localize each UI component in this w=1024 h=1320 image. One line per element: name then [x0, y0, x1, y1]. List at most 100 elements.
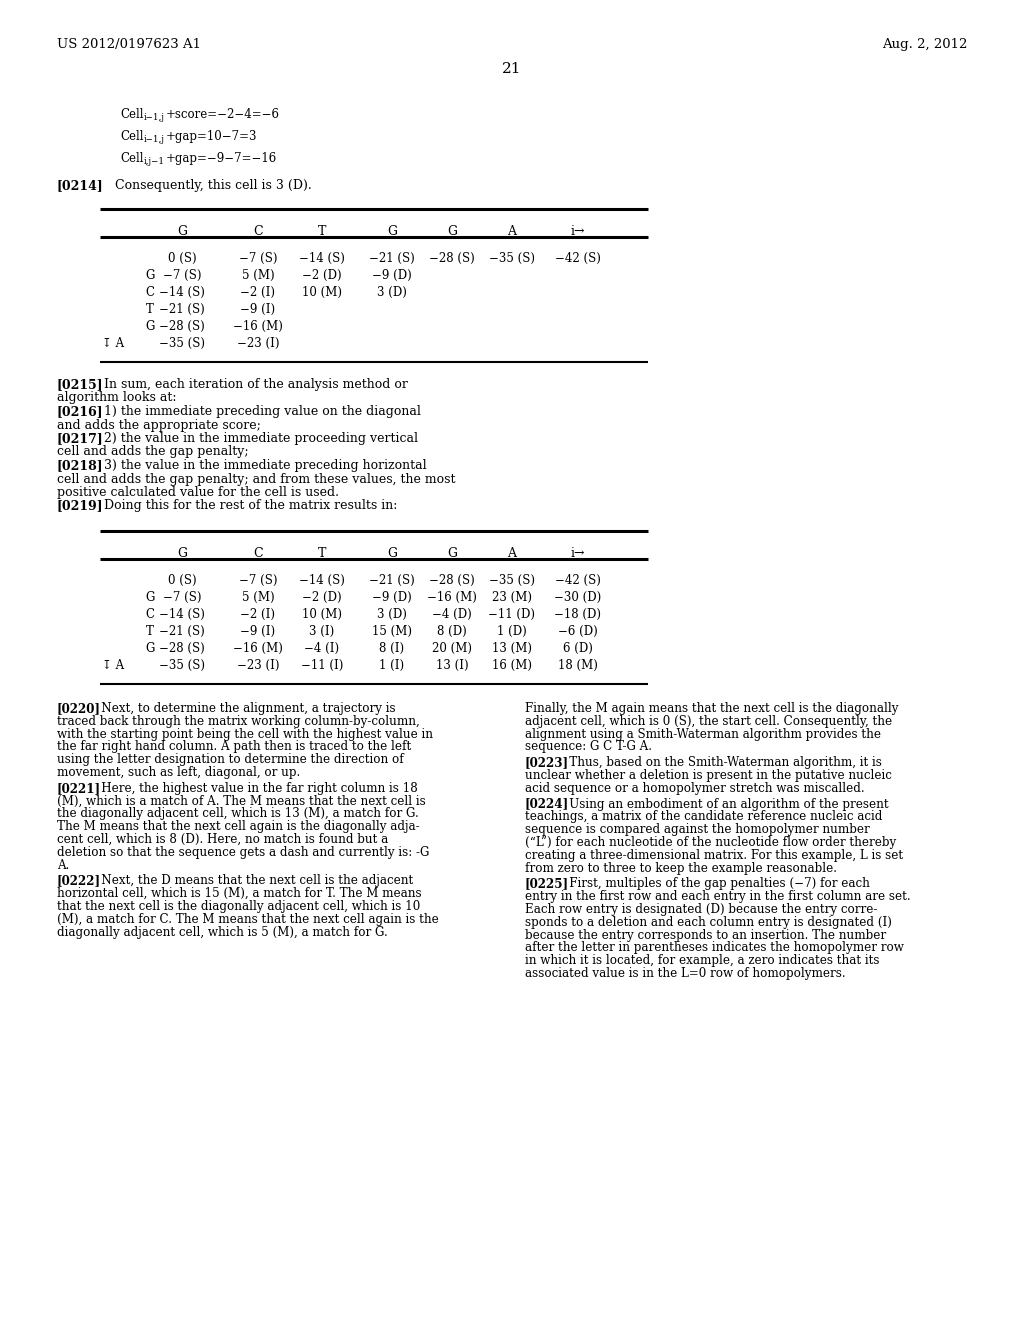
- Text: −14 (S): −14 (S): [159, 609, 205, 620]
- Text: 0 (S): 0 (S): [168, 252, 197, 265]
- Text: Next, to determine the alignment, a trajectory is: Next, to determine the alignment, a traj…: [90, 702, 395, 715]
- Text: −30 (D): −30 (D): [554, 591, 602, 605]
- Text: 21: 21: [502, 62, 522, 77]
- Text: −14 (S): −14 (S): [299, 574, 345, 587]
- Text: 10 (M): 10 (M): [302, 609, 342, 620]
- Text: −6 (D): −6 (D): [558, 624, 598, 638]
- Text: [0222]: [0222]: [57, 874, 101, 887]
- Text: T: T: [317, 224, 327, 238]
- Text: in which it is located, for example, a zero indicates that its: in which it is located, for example, a z…: [525, 954, 880, 968]
- Text: [0218]: [0218]: [57, 459, 103, 473]
- Text: Aug. 2, 2012: Aug. 2, 2012: [882, 38, 967, 51]
- Text: [0225]: [0225]: [525, 878, 569, 891]
- Text: −7 (S): −7 (S): [239, 574, 278, 587]
- Text: G: G: [145, 319, 155, 333]
- Text: algorithm looks at:: algorithm looks at:: [57, 392, 176, 404]
- Text: G: G: [145, 591, 155, 605]
- Text: 1 (D): 1 (D): [497, 624, 527, 638]
- Text: [0217]: [0217]: [57, 432, 103, 445]
- Text: 13 (M): 13 (M): [492, 642, 532, 655]
- Text: 3 (D): 3 (D): [377, 609, 407, 620]
- Text: C: C: [253, 224, 263, 238]
- Text: −35 (S): −35 (S): [489, 574, 535, 587]
- Text: traced back through the matrix working column-by-column,: traced back through the matrix working c…: [57, 715, 420, 727]
- Text: 6 (D): 6 (D): [563, 642, 593, 655]
- Text: −21 (S): −21 (S): [159, 624, 205, 638]
- Text: 8 (D): 8 (D): [437, 624, 467, 638]
- Text: Next, the D means that the next cell is the adjacent: Next, the D means that the next cell is …: [90, 874, 414, 887]
- Text: T: T: [146, 624, 154, 638]
- Text: −2 (I): −2 (I): [241, 286, 275, 300]
- Text: and adds the appropriate score;: and adds the appropriate score;: [57, 418, 261, 432]
- Text: using the letter designation to determine the direction of: using the letter designation to determin…: [57, 754, 403, 766]
- Text: −16 (M): −16 (M): [233, 319, 283, 333]
- Text: A: A: [508, 224, 516, 238]
- Text: 23 (M): 23 (M): [492, 591, 532, 605]
- Text: Cell: Cell: [120, 129, 143, 143]
- Text: US 2012/0197623 A1: US 2012/0197623 A1: [57, 38, 201, 51]
- Text: acid sequence or a homopolymer stretch was miscalled.: acid sequence or a homopolymer stretch w…: [525, 781, 864, 795]
- Text: +score=−2−4=−6: +score=−2−4=−6: [166, 108, 280, 121]
- Text: G: G: [387, 546, 397, 560]
- Text: −2 (D): −2 (D): [302, 591, 342, 605]
- Text: [0223]: [0223]: [525, 756, 569, 770]
- Text: with the starting point being the cell with the highest value in: with the starting point being the cell w…: [57, 727, 433, 741]
- Text: [0220]: [0220]: [57, 702, 101, 715]
- Text: G: G: [177, 224, 187, 238]
- Text: −35 (S): −35 (S): [159, 337, 205, 350]
- Text: −16 (M): −16 (M): [427, 591, 477, 605]
- Text: −16 (M): −16 (M): [233, 642, 283, 655]
- Text: 2) the value in the immediate proceeding vertical: 2) the value in the immediate proceeding…: [92, 432, 418, 445]
- Text: cell and adds the gap penalty; and from these values, the most: cell and adds the gap penalty; and from …: [57, 473, 456, 486]
- Text: −28 (S): −28 (S): [159, 319, 205, 333]
- Text: −42 (S): −42 (S): [555, 574, 601, 587]
- Text: −2 (I): −2 (I): [241, 609, 275, 620]
- Text: [0221]: [0221]: [57, 781, 101, 795]
- Text: C: C: [145, 609, 155, 620]
- Text: i→: i→: [570, 224, 586, 238]
- Text: −18 (D): −18 (D): [555, 609, 601, 620]
- Text: A: A: [508, 546, 516, 560]
- Text: −4 (D): −4 (D): [432, 609, 472, 620]
- Text: −42 (S): −42 (S): [555, 252, 601, 265]
- Text: associated value is in the L=0 row of homopolymers.: associated value is in the L=0 row of ho…: [525, 968, 846, 979]
- Text: horizontal cell, which is 15 (M), a match for T. The M means: horizontal cell, which is 15 (M), a matc…: [57, 887, 422, 900]
- Text: cent cell, which is 8 (D). Here, no match is found but a: cent cell, which is 8 (D). Here, no matc…: [57, 833, 388, 846]
- Text: adjacent cell, which is 0 (S), the start cell. Consequently, the: adjacent cell, which is 0 (S), the start…: [525, 715, 892, 727]
- Text: that the next cell is the diagonally adjacent cell, which is 10: that the next cell is the diagonally adj…: [57, 900, 420, 913]
- Text: −9 (D): −9 (D): [372, 591, 412, 605]
- Text: G: G: [447, 224, 457, 238]
- Text: 18 (M): 18 (M): [558, 659, 598, 672]
- Text: −21 (S): −21 (S): [369, 252, 415, 265]
- Text: −28 (S): −28 (S): [159, 642, 205, 655]
- Text: −2 (D): −2 (D): [302, 269, 342, 282]
- Text: −23 (I): −23 (I): [237, 659, 280, 672]
- Text: −9 (I): −9 (I): [241, 304, 275, 315]
- Text: 5 (M): 5 (M): [242, 269, 274, 282]
- Text: movement, such as left, diagonal, or up.: movement, such as left, diagonal, or up.: [57, 766, 300, 779]
- Text: −7 (S): −7 (S): [163, 591, 202, 605]
- Text: Finally, the M again means that the next cell is the diagonally: Finally, the M again means that the next…: [525, 702, 898, 715]
- Text: 10 (M): 10 (M): [302, 286, 342, 300]
- Text: [0215]: [0215]: [57, 378, 103, 391]
- Text: 3) the value in the immediate preceding horizontal: 3) the value in the immediate preceding …: [92, 459, 426, 473]
- Text: G: G: [177, 546, 187, 560]
- Text: −21 (S): −21 (S): [369, 574, 415, 587]
- Text: i−1,j: i−1,j: [144, 114, 165, 121]
- Text: Cell: Cell: [120, 108, 143, 121]
- Text: Cell: Cell: [120, 152, 143, 165]
- Text: −14 (S): −14 (S): [299, 252, 345, 265]
- Text: 1 (I): 1 (I): [380, 659, 404, 672]
- Text: G: G: [387, 224, 397, 238]
- Text: i,j−1: i,j−1: [144, 157, 165, 166]
- Text: from zero to three to keep the example reasonable.: from zero to three to keep the example r…: [525, 862, 837, 875]
- Text: entry in the first row and each entry in the first column are set.: entry in the first row and each entry in…: [525, 890, 910, 903]
- Text: [0214]: [0214]: [57, 180, 103, 191]
- Text: −9 (I): −9 (I): [241, 624, 275, 638]
- Text: G: G: [447, 546, 457, 560]
- Text: −11 (I): −11 (I): [301, 659, 343, 672]
- Text: −21 (S): −21 (S): [159, 304, 205, 315]
- Text: Doing this for the rest of the matrix results in:: Doing this for the rest of the matrix re…: [92, 499, 397, 512]
- Text: 3 (D): 3 (D): [377, 286, 407, 300]
- Text: C: C: [145, 286, 155, 300]
